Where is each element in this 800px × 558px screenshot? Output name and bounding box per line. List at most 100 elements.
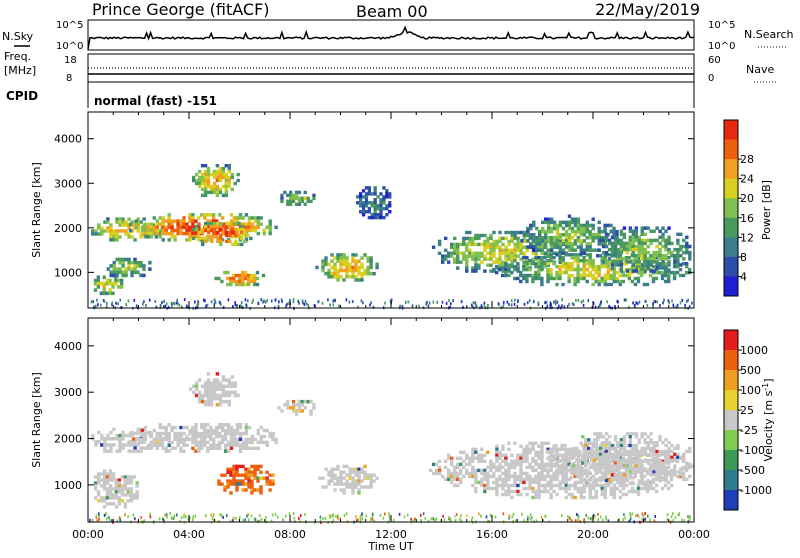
echo-cell bbox=[679, 473, 683, 477]
echo-cell bbox=[615, 270, 619, 275]
echo-cell bbox=[462, 450, 466, 454]
echo-cell bbox=[597, 242, 601, 246]
echo-cell bbox=[120, 484, 125, 488]
echo-cell bbox=[102, 499, 107, 503]
echo-cell bbox=[453, 242, 457, 247]
echo-cell bbox=[188, 228, 192, 233]
echo-cell bbox=[462, 251, 466, 255]
echo-cell bbox=[192, 236, 196, 241]
echo-cell bbox=[212, 387, 217, 391]
echo-cell bbox=[130, 235, 134, 239]
echo-cell bbox=[286, 202, 290, 206]
echo-cell bbox=[664, 254, 668, 258]
noise-panel-frame bbox=[87, 19, 695, 51]
echo-cell bbox=[136, 229, 140, 233]
echo-cell bbox=[588, 486, 592, 491]
echo-cell bbox=[613, 455, 618, 459]
echo-cell bbox=[667, 241, 671, 246]
echo-cell bbox=[573, 256, 577, 260]
echo-cell bbox=[369, 259, 373, 263]
echo-cell bbox=[203, 175, 208, 180]
echo-cell bbox=[625, 449, 630, 454]
echo-cell bbox=[607, 238, 612, 243]
echo-cell bbox=[143, 228, 148, 233]
ground-scatter-cell bbox=[671, 299, 673, 303]
echo-cell bbox=[555, 242, 560, 247]
echo-cell bbox=[291, 409, 296, 413]
echo-cell bbox=[495, 264, 499, 269]
ground-scatter-cell bbox=[593, 514, 595, 517]
echo-cell bbox=[688, 244, 692, 249]
echo-cell bbox=[616, 467, 621, 471]
ground-scatter-cell bbox=[471, 303, 473, 307]
echo-cell bbox=[135, 493, 139, 497]
echo-cell bbox=[259, 470, 263, 474]
echo-cell bbox=[549, 253, 553, 257]
echo-cell bbox=[578, 476, 582, 480]
ground-scatter-cell bbox=[412, 519, 415, 523]
echo-cell bbox=[504, 468, 508, 473]
echo-cell bbox=[495, 239, 499, 244]
echo-cell bbox=[543, 441, 547, 445]
echo-cell bbox=[453, 477, 457, 482]
echo-cell bbox=[188, 437, 192, 442]
echo-cell bbox=[554, 470, 558, 474]
echo-cell bbox=[612, 279, 616, 284]
echo-cell bbox=[585, 242, 589, 246]
echo-cell bbox=[492, 230, 496, 235]
echo-cell bbox=[525, 486, 529, 491]
echo-cell bbox=[513, 267, 517, 272]
echo-cell bbox=[637, 458, 641, 462]
echo-cell bbox=[357, 278, 361, 282]
echo-cell bbox=[164, 425, 168, 430]
echo-cell bbox=[215, 403, 220, 407]
echo-cell bbox=[127, 264, 131, 268]
echo-cell bbox=[339, 265, 343, 270]
echo-cell bbox=[591, 495, 595, 500]
echo-cell bbox=[91, 232, 95, 236]
echo-cell bbox=[649, 464, 653, 468]
echo-cell bbox=[232, 470, 236, 474]
echo-cell bbox=[140, 225, 145, 230]
echo-cell bbox=[613, 438, 618, 442]
echo-cell bbox=[480, 254, 484, 258]
echo-cell bbox=[209, 187, 214, 192]
echo-cell bbox=[631, 250, 635, 255]
echo-cell bbox=[660, 486, 665, 491]
echo-cell bbox=[294, 409, 299, 413]
echo-cell bbox=[531, 489, 535, 494]
echo-cell bbox=[570, 256, 574, 260]
echo-cell bbox=[504, 236, 508, 241]
echo-cell bbox=[637, 235, 641, 240]
echo-cell bbox=[594, 489, 598, 494]
echo-cell bbox=[579, 233, 583, 237]
echo-cell bbox=[513, 230, 517, 235]
echo-cell bbox=[561, 270, 565, 275]
echo-cell bbox=[537, 262, 541, 266]
colorbar-segment bbox=[724, 256, 738, 277]
echo-cell bbox=[431, 462, 436, 467]
echo-cell bbox=[253, 470, 257, 474]
echo-cell bbox=[191, 425, 195, 430]
echo-cell bbox=[538, 233, 542, 237]
nave-label: Nave bbox=[746, 63, 774, 76]
echo-cell bbox=[584, 446, 588, 451]
echo-cell bbox=[253, 476, 257, 480]
echo-cell bbox=[238, 213, 243, 217]
echo-cell bbox=[591, 233, 595, 237]
echo-cell bbox=[357, 476, 361, 480]
echo-cell bbox=[557, 464, 561, 468]
echo-cell bbox=[544, 242, 548, 246]
echo-cell bbox=[613, 446, 618, 451]
echo-cell bbox=[185, 434, 189, 439]
echo-cell bbox=[513, 459, 517, 463]
echo-cell bbox=[567, 239, 572, 243]
echo-cell bbox=[253, 464, 257, 469]
echo-cell bbox=[291, 199, 296, 203]
echo-cell bbox=[628, 449, 632, 454]
echo-cell bbox=[516, 239, 520, 244]
echo-cell bbox=[468, 254, 472, 258]
ground-scatter-cell bbox=[403, 515, 406, 519]
echo-cell bbox=[176, 225, 180, 230]
echo-cell bbox=[253, 216, 257, 220]
